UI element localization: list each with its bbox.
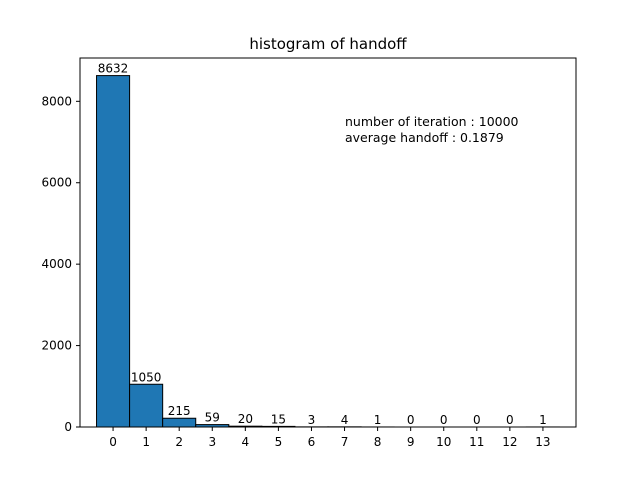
x-tick-label-8: 8 (374, 435, 382, 449)
bar-value-label-13: 1 (539, 413, 547, 427)
annotation-average: average handoff : 0.1879 (345, 130, 504, 145)
y-tick-label-0: 0 (64, 420, 72, 434)
x-tick-label-9: 9 (407, 435, 415, 449)
x-axis: 0 1 2 3 4 5 6 7 8 9 10 11 12 13 (109, 427, 551, 449)
chart-title: histogram of handoff (249, 35, 407, 53)
x-tick-label-1: 1 (142, 435, 150, 449)
bar-0 (96, 75, 131, 428)
bar-value-label-11: 0 (473, 413, 481, 427)
y-tick-label-6000: 6000 (41, 176, 72, 190)
y-tick-label-2000: 2000 (41, 339, 72, 353)
y-axis: 0 2000 4000 6000 8000 (41, 94, 80, 434)
x-tick-label-6: 6 (308, 435, 316, 449)
x-tick-label-7: 7 (341, 435, 349, 449)
x-tick-label-5: 5 (275, 435, 283, 449)
bar-value-label-12: 0 (506, 413, 514, 427)
y-tick-label-4000: 4000 (41, 257, 72, 271)
x-tick-label-11: 11 (469, 435, 484, 449)
x-tick-label-10: 10 (436, 435, 451, 449)
bar-value-label-9: 0 (407, 413, 415, 427)
bar-value-label-10: 0 (440, 413, 448, 427)
y-tick-label-8000: 8000 (41, 94, 72, 108)
x-tick-label-12: 12 (502, 435, 517, 449)
bar-2 (162, 417, 197, 428)
bar-value-label-2: 215 (168, 404, 191, 418)
bar-value-label-5: 15 (271, 412, 286, 426)
annotation-iterations: number of iteration : 10000 (345, 114, 519, 129)
x-tick-label-0: 0 (109, 435, 117, 449)
x-tick-label-3: 3 (208, 435, 216, 449)
plot-frame (79, 57, 577, 428)
bar-value-label-6: 3 (308, 413, 316, 427)
x-tick-label-2: 2 (175, 435, 183, 449)
bar-value-label-1: 1050 (131, 370, 162, 384)
bar-value-label-7: 4 (341, 413, 349, 427)
bar-value-label-8: 1 (374, 413, 382, 427)
bar-value-label-4: 20 (238, 412, 253, 426)
bar-1 (129, 383, 164, 428)
bar-labels-group: 8632 1050 215 59 20 15 3 4 1 0 0 0 0 1 (98, 62, 547, 427)
bar-value-label-0: 8632 (98, 62, 129, 76)
x-tick-label-13: 13 (535, 435, 550, 449)
x-tick-label-4: 4 (242, 435, 250, 449)
bar-value-label-3: 59 (205, 411, 220, 425)
